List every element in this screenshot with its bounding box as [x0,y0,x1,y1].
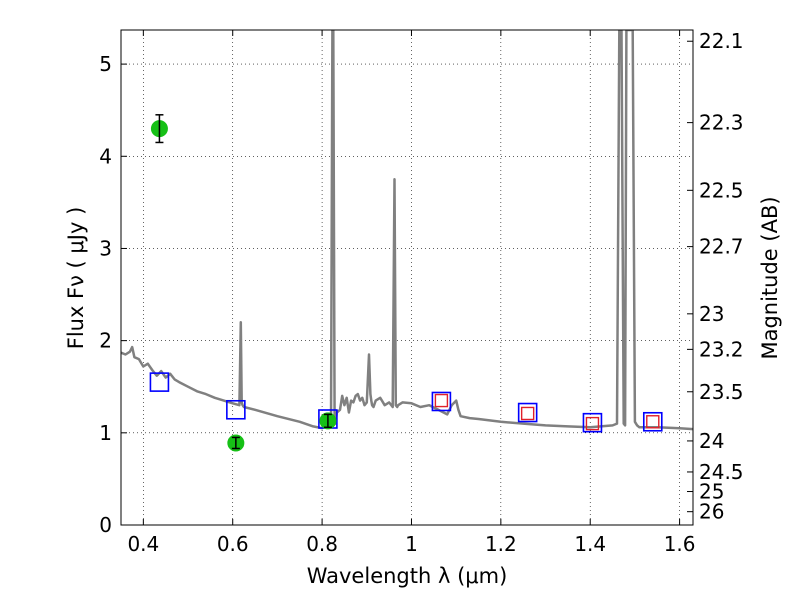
model-spectrum-line [121,30,693,431]
x-tick-label: 1.4 [574,532,606,556]
y-tick-label: 4 [99,144,112,168]
model-photometry-point [149,372,170,392]
plot-series [121,30,693,431]
y-axis-label: Flux Fν ( μJy ) [64,207,88,350]
y2-axis-label: Magnitude (AB) [758,196,782,359]
model-photometry-point [431,391,452,412]
y-tick-label: 1 [99,421,112,445]
model-photometry-point [642,411,663,432]
mag-tick-label: 23.5 [699,380,744,404]
x-tick-label: 1 [405,532,418,556]
model-photometry-point [517,402,538,423]
model-photometry-point [226,399,246,420]
mag-tick-label: 23.2 [699,337,744,361]
axis-ticks: 0.4 0.6 0.8 1 1.2 1.4 1.601234522.122.322.522.… [99,29,743,556]
hst-photometry-point [520,406,535,421]
y-tick-label: 0 [99,513,112,537]
mag-tick-label: 22.5 [699,178,744,202]
x-tick-label: 0.8 [306,532,338,556]
mag-tick-label: 26 [699,500,724,524]
plot-markers [149,114,663,452]
x-tick-label: 1.2 [485,532,517,556]
hst-photometry-point [585,416,600,431]
mag-tick-label: 22.1 [699,29,744,53]
hst-photometry-point [434,393,449,408]
mag-tick-label: 25 [699,480,724,504]
model-photometry-point [582,412,603,433]
y-tick-label: 2 [99,329,112,353]
x-tick-label: 0.6 [217,532,249,556]
mag-tick-label: 24 [699,429,724,453]
y-tick-label: 5 [99,52,112,76]
mag-tick-label: 23 [699,302,724,326]
x-tick-label: 0.4 [127,532,159,556]
x-axis-label: Wavelength λ (μm) [307,564,508,588]
hst-photometry-point [646,415,660,429]
y-tick-label: 3 [99,236,112,260]
mag-tick-label: 24.5 [699,460,744,484]
plot-frame [120,29,694,526]
x-tick-label: 1.6 [664,532,696,556]
mag-tick-label: 22.3 [699,111,744,135]
mag-tick-label: 22.7 [699,235,744,259]
grid-lines [121,30,693,526]
